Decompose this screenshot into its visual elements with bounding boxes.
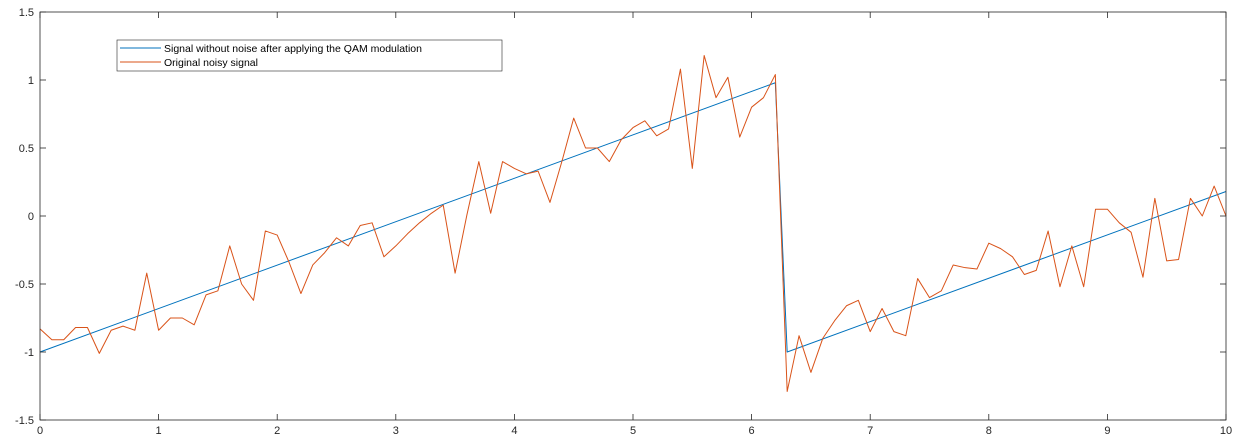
x-tick-label: 8 xyxy=(986,425,992,436)
legend-label-series-1: Signal without noise after applying the … xyxy=(164,43,422,55)
y-tick-label: 0.5 xyxy=(19,143,34,155)
y-tick-label: 1.5 xyxy=(19,7,34,19)
x-tick-label: 2 xyxy=(274,425,280,436)
y-tick-label: -0.5 xyxy=(15,279,34,291)
y-ticks: -1.5 -1 -0.5 0 0.5 1 1.5 xyxy=(15,7,1226,427)
series-line-2 xyxy=(39,55,1227,392)
x-tick-label: 4 xyxy=(511,425,517,436)
y-tick-label: 0 xyxy=(28,211,34,223)
x-tick-label: 5 xyxy=(630,425,636,436)
plot-area xyxy=(40,12,1226,420)
y-tick-label: -1.5 xyxy=(15,415,34,427)
series-line-1 xyxy=(39,82,1227,353)
y-tick-label: -1 xyxy=(24,347,34,359)
x-tick-label: 10 xyxy=(1220,425,1232,436)
legend-box xyxy=(116,39,503,72)
legend-label-series-2: Original noisy signal xyxy=(164,57,258,69)
x-tick-label: 9 xyxy=(1104,425,1110,436)
series-group xyxy=(39,55,1227,392)
y-tick-label: 1 xyxy=(28,75,34,87)
x-tick-label: 7 xyxy=(867,425,873,436)
x-tick-label: 0 xyxy=(37,425,43,436)
x-ticks: 0 1 2 3 4 5 6 7 8 9 10 xyxy=(37,12,1232,436)
x-tick-label: 6 xyxy=(749,425,755,436)
x-tick-label: 1 xyxy=(156,425,162,436)
x-tick-label: 3 xyxy=(393,425,399,436)
legend: Signal without noise after applying the … xyxy=(116,39,503,72)
